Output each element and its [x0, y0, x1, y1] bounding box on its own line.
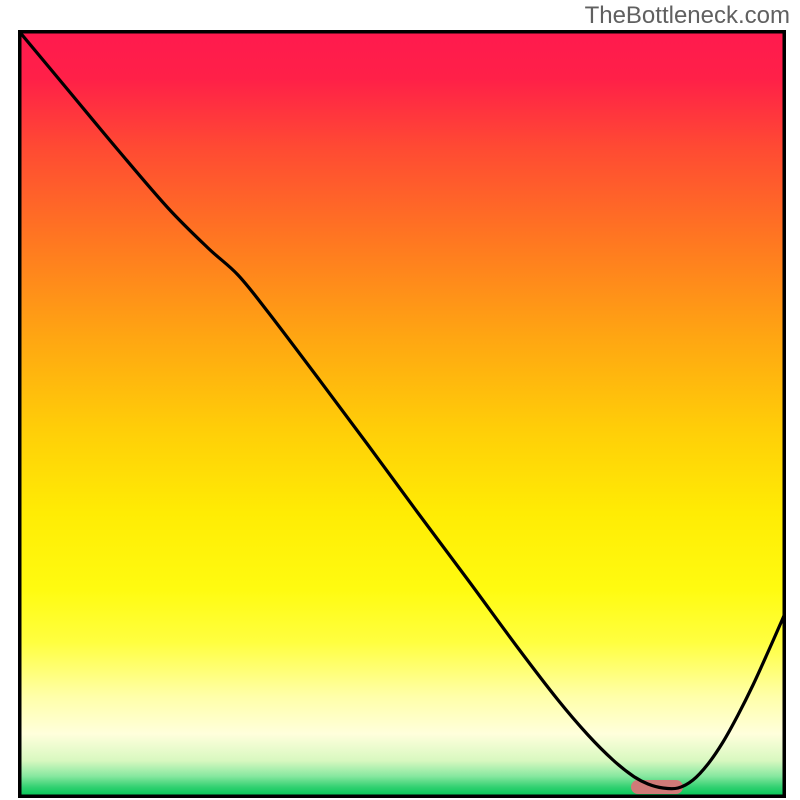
watermark-text: TheBottleneck.com: [585, 2, 790, 30]
plot-area: [18, 30, 786, 798]
chart-container: TheBottleneck.com: [0, 0, 800, 800]
gradient-background: [21, 33, 783, 795]
bottleneck-chart-svg: [18, 30, 786, 798]
